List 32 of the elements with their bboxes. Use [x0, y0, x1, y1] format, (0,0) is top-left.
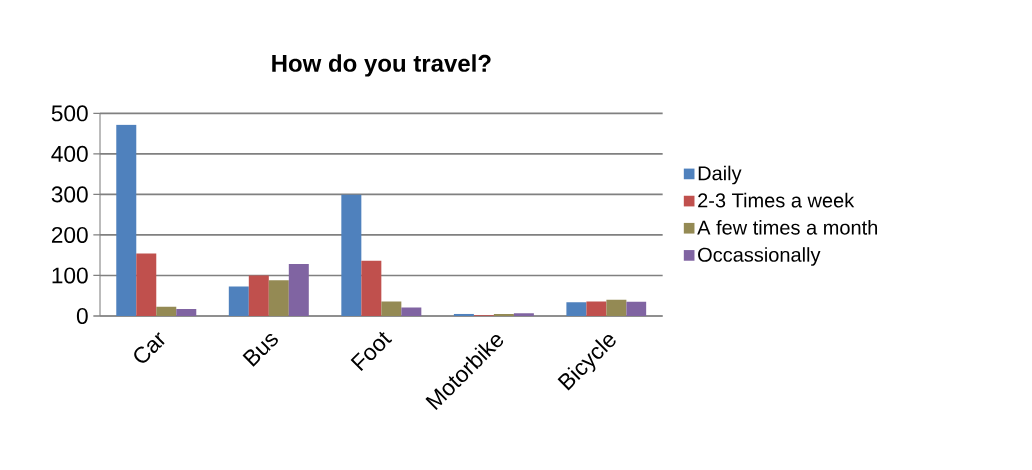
y-tick-label: 100	[52, 267, 88, 284]
legend-label: Occassionally	[698, 247, 821, 266]
bar	[566, 302, 587, 316]
y-tick-label: 200	[51, 226, 88, 243]
bar	[288, 264, 309, 316]
bar	[341, 194, 362, 316]
bar	[381, 301, 402, 316]
y-tick-label: 500	[51, 105, 88, 122]
y-tick-label: 400	[51, 145, 88, 162]
y-tick-label: 0	[76, 307, 88, 325]
bar	[401, 307, 422, 316]
bar	[361, 260, 382, 316]
bar	[626, 301, 647, 316]
legend-label: Daily	[698, 165, 742, 185]
bar	[228, 286, 249, 316]
chart-title: How do you travel?	[272, 54, 491, 77]
bar	[606, 299, 627, 316]
bar	[586, 301, 607, 316]
x-tick-label: Car	[134, 332, 165, 363]
bar	[513, 313, 534, 316]
bar	[156, 306, 177, 316]
bar	[248, 275, 269, 316]
bar	[268, 280, 289, 316]
y-tick-label: 300	[51, 186, 88, 203]
bar	[116, 124, 137, 316]
bar	[136, 253, 157, 316]
x-tick-label: Bus	[242, 333, 278, 367]
bar	[493, 313, 514, 316]
bar	[453, 313, 474, 316]
legend-label: A few times a month	[697, 219, 878, 235]
legend-label: 2-3 Times a week	[698, 192, 855, 208]
bar	[176, 309, 197, 316]
